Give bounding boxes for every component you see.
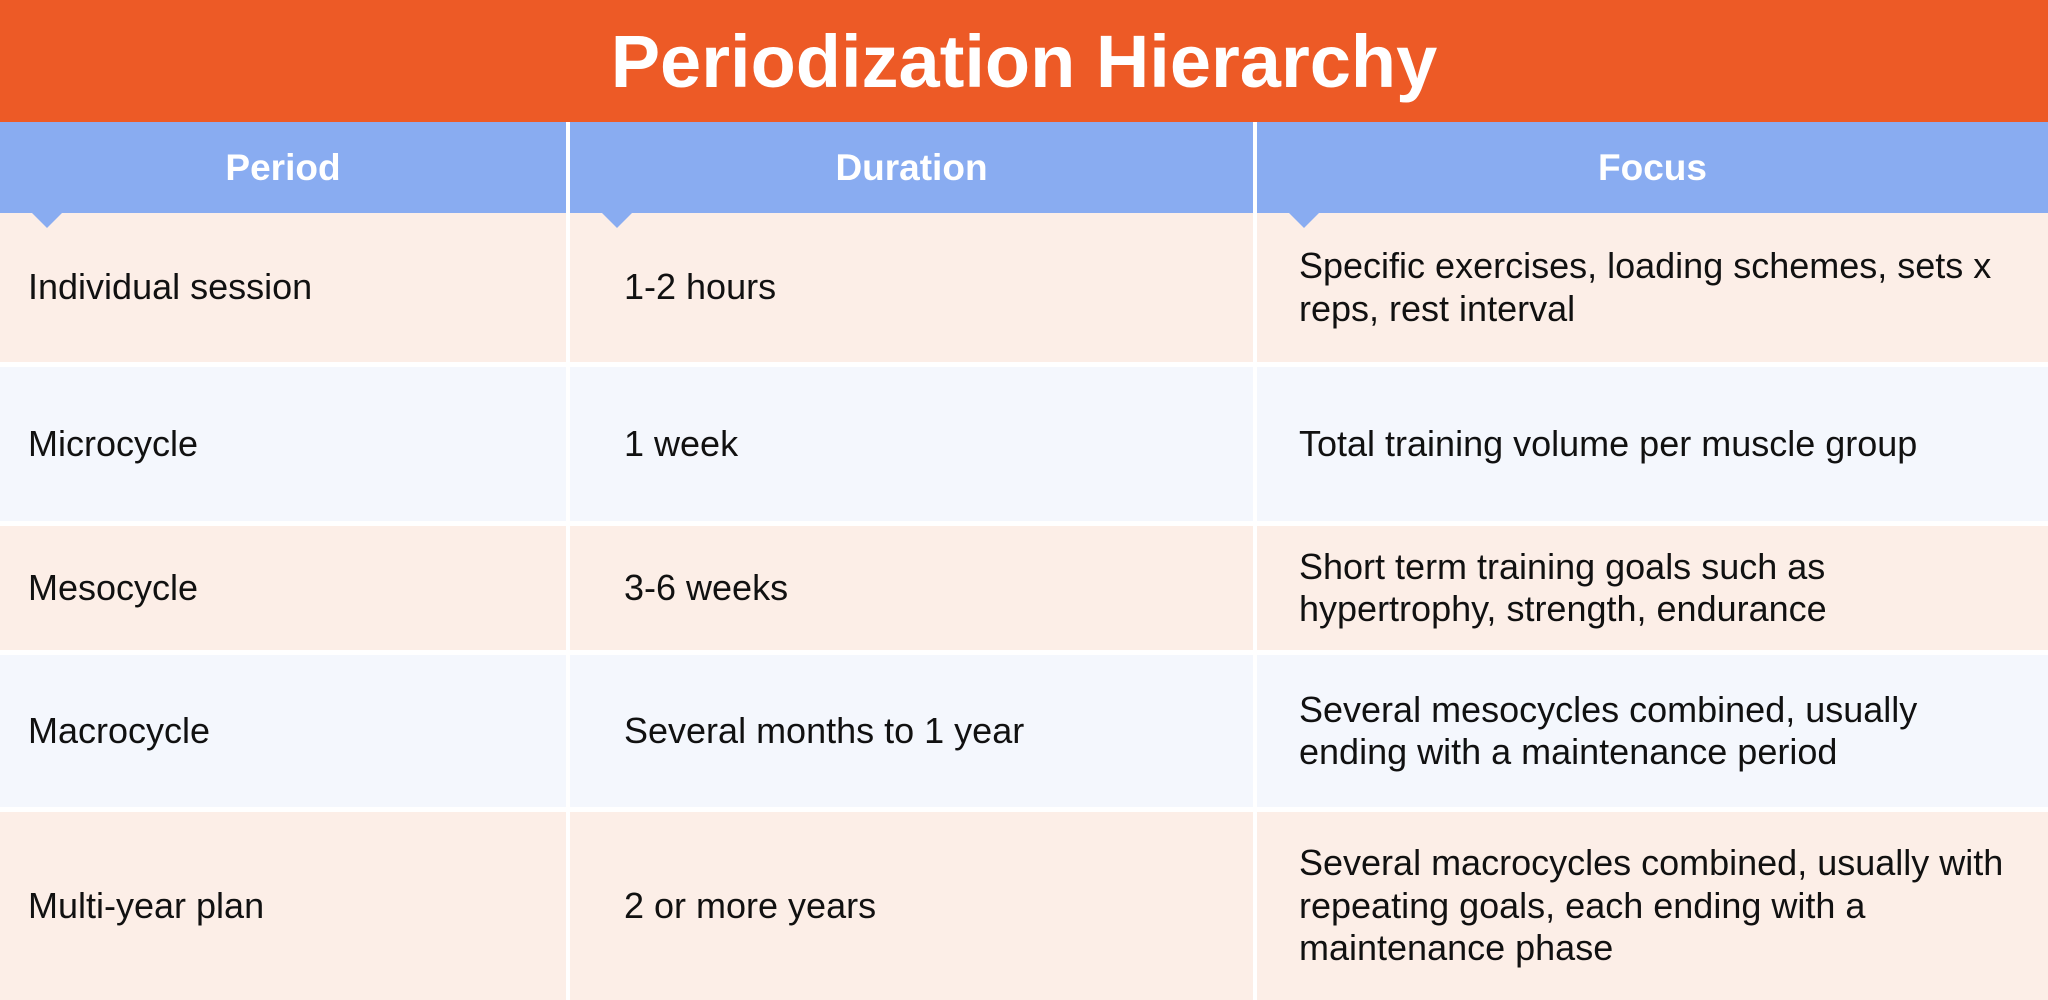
periodization-table: Period Duration Focus Individual session… [0, 122, 2048, 1000]
header-period: Period [0, 122, 566, 228]
period-cell: Mesocycle [0, 521, 566, 650]
duration-cell: Several months to 1 year [570, 650, 1253, 807]
period-cell: Individual session [0, 213, 566, 362]
duration-cell: 1 week [570, 362, 1253, 521]
period-cell: Macrocycle [0, 650, 566, 807]
period-cell: Multi-year plan [0, 807, 566, 1000]
duration-cell: 3-6 weeks [570, 521, 1253, 650]
focus-cell: Short term training goals such as hypert… [1257, 521, 2048, 650]
focus-cell: Several mesocycles combined, usually end… [1257, 650, 2048, 807]
header-duration: Duration [570, 122, 1253, 228]
duration-cell: 2 or more years [570, 807, 1253, 1000]
focus-cell: Specific exercises, loading schemes, set… [1257, 213, 2048, 362]
focus-cell: Total training volume per muscle group [1257, 362, 2048, 521]
header-focus: Focus [1257, 122, 2048, 228]
page-title: Periodization Hierarchy [0, 0, 2048, 122]
focus-cell: Several macrocycles combined, usually wi… [1257, 807, 2048, 1000]
duration-cell: 1-2 hours [570, 213, 1253, 362]
period-cell: Microcycle [0, 362, 566, 521]
